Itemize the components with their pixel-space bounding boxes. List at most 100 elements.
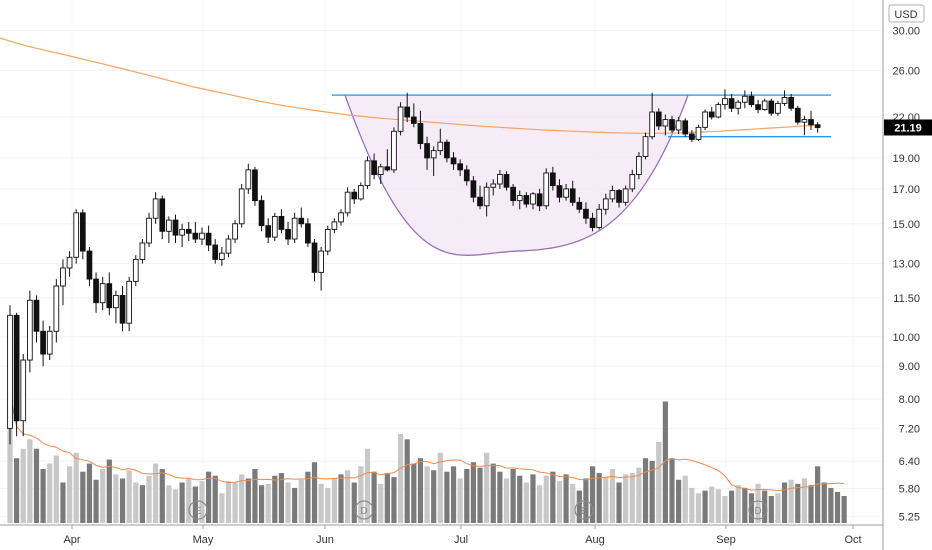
candle-body	[33, 299, 40, 332]
event-marker	[574, 500, 594, 520]
time-axis[interactable]: Apr May Jun Jul Aug Sep Oct	[0, 524, 883, 546]
volume-bar	[563, 474, 569, 523]
candle-body	[649, 111, 655, 138]
volume-bar	[86, 463, 93, 523]
volume-bar	[33, 448, 40, 523]
candle-body	[642, 136, 649, 157]
volume-bar	[232, 482, 238, 523]
x-tick-label: Apr	[63, 534, 80, 546]
candle-body	[106, 283, 113, 309]
candle-body	[404, 106, 411, 118]
last-price-label: 21.19	[894, 122, 922, 134]
volume-bar	[133, 482, 139, 523]
event-marker	[188, 500, 208, 520]
volume-bar	[100, 469, 106, 523]
volume-bar	[742, 487, 748, 523]
volume-bar	[470, 462, 476, 523]
volume-bar	[397, 433, 404, 523]
candle-body	[132, 258, 139, 282]
volume-bar	[722, 496, 728, 523]
candle-body	[430, 150, 437, 159]
currency-label: USD	[894, 9, 917, 21]
volume-bar	[278, 473, 285, 523]
volume-bar	[821, 482, 827, 523]
volume-bar	[166, 485, 172, 523]
volume-bar	[153, 463, 159, 523]
candle-body	[470, 180, 477, 198]
candle-body	[311, 242, 318, 273]
candle-body	[490, 183, 497, 188]
candle-body	[702, 111, 708, 128]
x-tick-label: Sep	[716, 534, 736, 546]
candle-body	[344, 191, 351, 214]
y-tick-label: 30.00	[892, 26, 920, 38]
candle-body	[245, 169, 252, 190]
candle-body	[549, 172, 556, 187]
volume-bar	[464, 469, 470, 523]
volume-bar	[437, 452, 443, 523]
candle-body	[728, 98, 735, 109]
volume-bar	[682, 475, 688, 523]
volume-bar	[206, 471, 212, 523]
volume-bar	[391, 477, 397, 523]
candle-body	[46, 330, 53, 355]
candle-body	[556, 185, 563, 198]
volume-bar	[258, 485, 265, 523]
volume-bar	[285, 482, 291, 523]
candle-body	[410, 116, 417, 124]
candle-body	[669, 119, 675, 131]
candle-body	[523, 195, 530, 205]
volume-bar	[781, 482, 788, 523]
candle-body	[788, 97, 795, 109]
candle-body	[205, 232, 212, 246]
volume-bar	[113, 474, 119, 523]
volume-bar	[431, 470, 437, 523]
candle-body	[655, 111, 662, 127]
candle-body	[741, 95, 748, 103]
candle-body	[285, 228, 291, 240]
candle-body	[212, 244, 219, 260]
candle-body	[463, 169, 470, 182]
y-tick-label: 17.00	[892, 184, 920, 196]
candle-body	[689, 133, 695, 140]
volume-bar	[331, 478, 337, 523]
y-tick-label: 10.00	[892, 332, 920, 344]
candle-body	[602, 198, 609, 210]
volume-bar	[728, 490, 735, 523]
volume-bar	[272, 475, 278, 523]
volume-bar	[550, 471, 556, 523]
candle-body	[358, 185, 364, 200]
volume-bar	[318, 483, 324, 523]
candle-body	[199, 232, 205, 240]
candle-body	[351, 191, 358, 200]
volume-bar	[80, 471, 86, 523]
volume-bar	[119, 478, 126, 523]
candle-body	[444, 141, 450, 159]
event-marker-label: D	[360, 506, 367, 517]
candle-body	[397, 106, 404, 132]
volume-bar	[669, 458, 675, 523]
candle-body	[589, 217, 596, 228]
volume-bar	[523, 482, 529, 523]
candle-body	[146, 217, 152, 244]
volume-bar	[358, 466, 364, 523]
candle-body	[801, 119, 808, 123]
candle-body	[166, 219, 172, 232]
y-tick-label: 5.25	[899, 511, 920, 523]
candle-body	[768, 100, 775, 114]
volume-bar	[537, 485, 543, 523]
last-price-badge: 21.19	[884, 119, 932, 136]
event-marker	[748, 500, 768, 520]
currency-badge[interactable]	[888, 4, 925, 23]
volume-bar	[245, 478, 251, 523]
candle-body	[271, 215, 278, 238]
volume-bar	[649, 460, 655, 523]
volume-bar	[636, 467, 642, 523]
candle-body	[503, 174, 510, 188]
candle-body	[675, 120, 682, 131]
volume-bar	[530, 474, 536, 523]
candle-body	[457, 163, 464, 171]
price-axis[interactable]: 30.0026.0022.0019.0017.0015.0013.0011.50…	[882, 0, 932, 550]
candle-body	[563, 188, 569, 198]
